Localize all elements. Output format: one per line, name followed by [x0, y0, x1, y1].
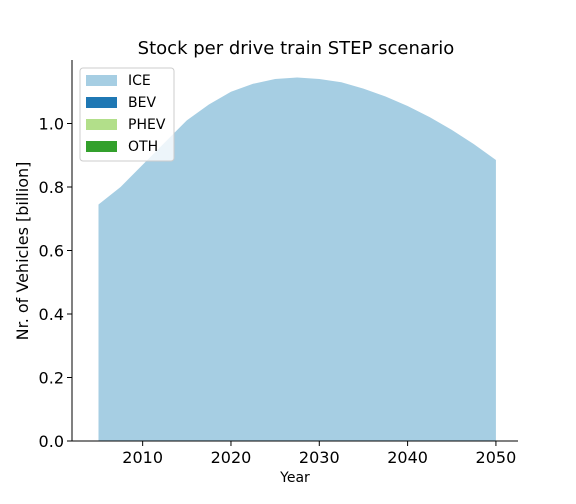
x-tick-label: 2020	[211, 448, 252, 467]
legend-label-bev: BEV	[128, 95, 156, 111]
y-tick-label: 0.4	[39, 305, 64, 324]
chart-title: Stock per drive train STEP scenario	[138, 38, 455, 59]
legend: ICE BEV PHEV OTH	[79, 67, 175, 162]
legend-swatch-bev	[86, 97, 117, 108]
legend-frame	[79, 67, 175, 162]
y-tick-label: 0.0	[39, 432, 64, 451]
legend-label-phev: PHEV	[128, 117, 166, 133]
y-tick-label: 1.0	[39, 115, 64, 134]
x-tick-label: 2010	[122, 448, 163, 467]
y-tick-label: 0.8	[39, 178, 64, 197]
x-tick-label: 2040	[387, 448, 428, 467]
legend-swatch-oth	[86, 141, 117, 152]
y-tick-label: 0.2	[39, 369, 64, 388]
x-ticks: 2010 2020 2030 2040 2050	[122, 441, 516, 467]
x-axis-label: Year	[279, 470, 310, 486]
legend-swatch-ice	[86, 75, 117, 86]
legend-swatch-phev	[86, 119, 117, 130]
x-tick-label: 2030	[299, 448, 340, 467]
area-ice	[98, 77, 496, 442]
y-ticks: 0.0 0.2 0.4 0.6 0.8 1.0	[39, 115, 72, 451]
x-tick-label: 2050	[476, 448, 517, 467]
y-axis-label: Nr. of Vehicles [billion]	[13, 162, 32, 341]
legend-label-ice: ICE	[128, 73, 151, 89]
y-tick-label: 0.6	[39, 242, 64, 261]
area-layer	[98, 77, 496, 442]
legend-label-oth: OTH	[128, 139, 158, 155]
